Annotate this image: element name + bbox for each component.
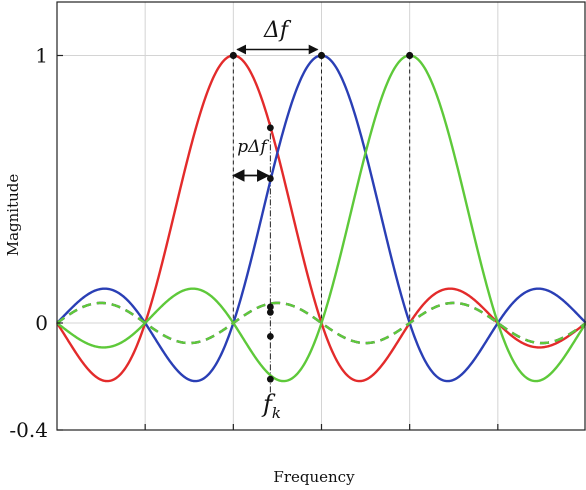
peak-point (229, 51, 237, 60)
markers (229, 44, 414, 383)
peak-point (406, 51, 414, 60)
x-axis-label: Frequency (273, 468, 355, 486)
guide-lines (232, 55, 411, 393)
peak-point (317, 51, 326, 60)
fk-point (266, 303, 274, 311)
delta-f-label: Δf (263, 18, 292, 43)
fk-point (266, 375, 274, 383)
fk-point (266, 332, 274, 340)
f-k-label: fk (261, 390, 281, 422)
p-delta-f-label: pΔf (237, 137, 269, 157)
y-axis-label: Magnitude (4, 174, 22, 257)
series-green-dashed (56, 301, 586, 345)
y-tick-label: -0.4 (9, 418, 48, 442)
axes (56, 1, 586, 431)
fk-point (266, 124, 274, 132)
y-tick-label: 0 (35, 311, 48, 335)
fk-point (266, 308, 274, 316)
f-k-subscript: k (272, 404, 281, 422)
tick-labels: 1 0 -0.4 (9, 44, 48, 443)
y-tick-label: 1 (35, 44, 48, 68)
annotations: Δf pΔf fk (237, 18, 292, 422)
